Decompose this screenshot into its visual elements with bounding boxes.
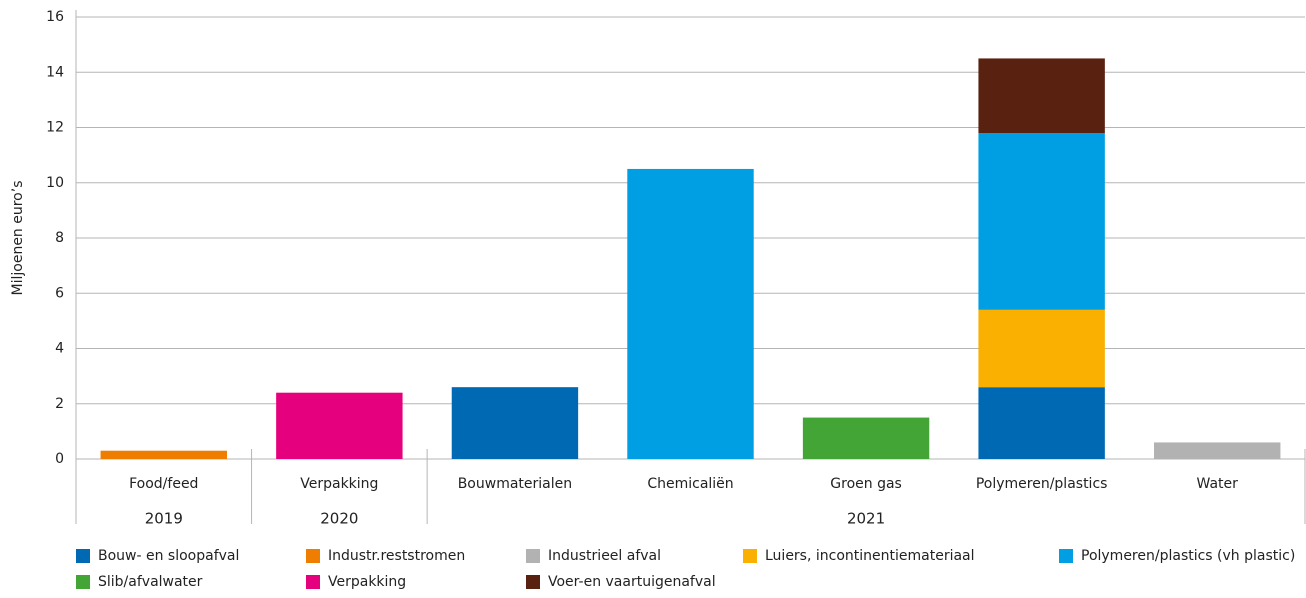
bar-segment [802,417,930,459]
x-tick-label: Bouwmaterialen [458,476,572,492]
bar-segment [978,387,1105,459]
legend-swatch [526,575,540,589]
bar-segment [978,133,1105,310]
y-axis-label: Miljoenen euro’s [10,181,26,296]
x-tick-label: Food/feed [129,476,198,492]
bar-segment [1154,442,1281,459]
x-tick-label: Water [1197,476,1239,492]
y-tick-label: 8 [55,230,64,246]
legend-swatch [526,549,540,563]
legend-label: Polymeren/plastics (vh plastic) [1081,548,1295,564]
bar-segment [276,392,403,459]
legend-label: Industr.reststromen [328,548,465,564]
legend-swatch [76,575,90,589]
legend-label: Slib/afvalwater [98,574,203,590]
legend-swatch [1059,549,1073,563]
legend-swatch [306,549,320,563]
x-tick-label: Chemicaliën [647,476,733,492]
y-tick-label: 12 [46,120,64,136]
bar-segment [978,309,1105,388]
group-label: 2020 [320,510,358,528]
y-tick-label: 0 [55,451,64,467]
bar-segment [451,387,579,459]
group-label: 2021 [847,510,885,528]
legend-swatch [76,549,90,563]
y-tick-label: 16 [46,9,64,25]
legend-label: Bouw- en sloopafval [98,548,239,564]
x-tick-label: Polymeren/plastics [976,476,1108,492]
y-tick-label: 2 [55,396,64,412]
group-label: 2019 [145,510,183,528]
legend-label: Verpakking [328,574,406,590]
legend-label: Voer-en vaartuigenafval [548,574,716,590]
x-tick-label: Verpakking [300,476,378,492]
legend-label: Industrieel afval [548,548,661,564]
y-tick-label: 6 [55,285,64,301]
bar-segment [100,450,227,459]
x-tick-label: Groen gas [830,476,902,492]
legend-swatch [306,575,320,589]
y-tick-label: 4 [55,341,64,357]
y-tick-label: 14 [46,64,64,80]
legend-swatch [743,549,757,563]
bar-segment [978,58,1105,134]
y-tick-label: 10 [46,175,64,191]
bar-segment [627,168,754,459]
legend-label: Luiers, incontinentiemateriaal [765,548,975,564]
